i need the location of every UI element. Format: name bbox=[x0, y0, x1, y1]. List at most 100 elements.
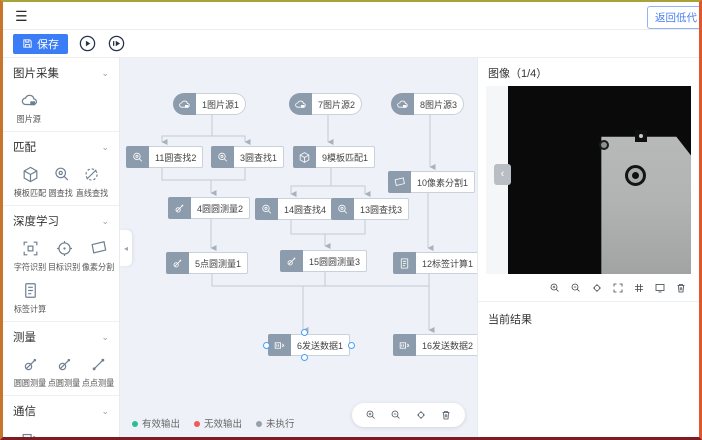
segment-icon bbox=[388, 171, 411, 193]
divider bbox=[3, 131, 119, 132]
flow-node-circle-find-2[interactable]: 11圆查找2 bbox=[126, 146, 204, 168]
sidebar-item-label-calc[interactable]: 标签计算 bbox=[13, 281, 47, 315]
module-sidebar: 图片采集 ⌄ 图片源 匹配 ⌄ 模板匹配 bbox=[3, 58, 120, 437]
section-title: 图片采集 bbox=[13, 68, 59, 80]
item-label: 标签计算 bbox=[13, 304, 47, 314]
zoom-out-icon[interactable] bbox=[570, 282, 582, 294]
prev-image-button[interactable]: ‹ bbox=[494, 164, 511, 185]
node-label: 14圆查找4 bbox=[278, 198, 334, 220]
node-handle-left[interactable] bbox=[263, 342, 270, 349]
sidebar-item-pixel-segment[interactable]: 像素分割 bbox=[81, 239, 115, 273]
item-label: 字符识别 bbox=[13, 262, 47, 272]
sidebar-item-line-find[interactable]: 直线查找 bbox=[75, 165, 109, 199]
item-label: 直线查找 bbox=[75, 188, 109, 198]
section-deep-learning[interactable]: 深度学习 ⌄ bbox=[13, 213, 109, 229]
node-label: 11圆查找2 bbox=[149, 146, 204, 168]
fit-view-icon[interactable] bbox=[654, 282, 666, 294]
target-icon bbox=[55, 239, 74, 258]
flow-node-image-source-1[interactable]: 1图片源1 bbox=[173, 93, 247, 115]
sidebar-item-ocr[interactable]: 字符识别 bbox=[13, 239, 47, 273]
zoom-out-icon[interactable] bbox=[390, 409, 402, 421]
flow-node-send-data-1-selected[interactable]: 6发送数据1 bbox=[263, 329, 356, 361]
flow-node-template-match-1[interactable]: 9模板匹配1 bbox=[293, 146, 376, 168]
sidebar-collapse-handle[interactable]: ◂ bbox=[120, 230, 132, 266]
status-legend: 有效输出 无效输出 未执行 bbox=[132, 416, 295, 430]
flow-node-circle-circle-measure-3[interactable]: 15圆圆测量3 bbox=[280, 250, 368, 272]
node-handle-top[interactable] bbox=[301, 329, 308, 336]
save-button[interactable]: 保存 bbox=[13, 33, 68, 54]
sidebar-item-template-match[interactable]: 模板匹配 bbox=[13, 165, 47, 199]
sidebar-item-object-detect[interactable]: 目标识别 bbox=[47, 239, 81, 273]
flow-node-label-calc-1[interactable]: 12标签计算1 bbox=[393, 252, 477, 274]
current-result-title: 当前结果 bbox=[488, 314, 532, 326]
sidebar-item-circle-circle-measure[interactable]: 圆圆测量 bbox=[13, 355, 47, 389]
flow-node-image-source-3[interactable]: 8图片源3 bbox=[391, 93, 465, 115]
circle-search-icon bbox=[211, 146, 234, 168]
top-bar: ☰ 返回低代 bbox=[3, 2, 699, 30]
sidebar-item-point-circle-measure[interactable]: 点圆测量 bbox=[47, 355, 81, 389]
item-label: 圆查找 bbox=[48, 188, 74, 198]
flow-canvas[interactable]: 1图片源1 7图片源2 8图片源3 11圆查找2 3圆查找1 9模板匹配1 bbox=[120, 58, 477, 437]
trash-icon[interactable] bbox=[440, 409, 452, 421]
section-image-acquisition[interactable]: 图片采集 ⌄ bbox=[13, 65, 109, 81]
document-icon bbox=[21, 281, 40, 300]
legend-pending: 未执行 bbox=[256, 416, 295, 430]
fullscreen-icon[interactable] bbox=[612, 282, 624, 294]
flow-node-circle-find-3[interactable]: 13圆查找3 bbox=[331, 198, 410, 220]
chevron-down-icon: ⌄ bbox=[101, 67, 109, 78]
item-label: 点圆测量 bbox=[47, 378, 81, 388]
run-once-button[interactable] bbox=[107, 34, 126, 53]
flow-node-image-source-2[interactable]: 7图片源2 bbox=[289, 93, 363, 115]
run-toolbar: 保存 bbox=[3, 30, 699, 58]
result-panel: 图像（1/4） ‹ 当前结果 bbox=[477, 58, 699, 437]
locate-icon[interactable] bbox=[591, 282, 603, 294]
node-handle-right[interactable] bbox=[348, 342, 356, 349]
section-title: 测量 bbox=[13, 332, 36, 344]
back-to-lowcode-button[interactable]: 返回低代 bbox=[647, 6, 699, 29]
flow-node-point-circle-measure-1[interactable]: 5点圆测量1 bbox=[166, 252, 249, 274]
cloud-image-icon bbox=[20, 91, 39, 110]
segment-icon bbox=[89, 239, 108, 258]
divider bbox=[3, 395, 119, 396]
section-communication[interactable]: 通信 ⌄ bbox=[13, 403, 109, 419]
trash-icon[interactable] bbox=[675, 282, 687, 294]
circle-search-icon bbox=[52, 165, 71, 184]
grid-icon[interactable] bbox=[633, 282, 645, 294]
fiducial-mark bbox=[635, 130, 647, 142]
measure-icon bbox=[280, 250, 303, 272]
section-measurement[interactable]: 测量 ⌄ bbox=[13, 329, 109, 345]
chevron-down-icon: ⌄ bbox=[101, 215, 109, 226]
flow-node-circle-find-4[interactable]: 14圆查找4 bbox=[255, 198, 334, 220]
zoom-in-icon[interactable] bbox=[365, 409, 377, 421]
flow-node-pixel-segment-1[interactable]: 10像素分割1 bbox=[388, 171, 476, 193]
item-label: 目标识别 bbox=[47, 262, 81, 272]
flow-node-circle-find-1[interactable]: 3圆查找1 bbox=[211, 146, 285, 168]
section-title: 深度学习 bbox=[13, 216, 59, 228]
divider bbox=[3, 205, 119, 206]
zoom-in-icon[interactable] bbox=[549, 282, 561, 294]
sidebar-item-circle-find[interactable]: 圆查找 bbox=[47, 165, 75, 199]
flow-node-circle-circle-measure-2[interactable]: 4圆圆测量2 bbox=[168, 197, 251, 219]
divider bbox=[478, 301, 699, 302]
circle-search-icon bbox=[255, 198, 278, 220]
section-matching[interactable]: 匹配 ⌄ bbox=[13, 139, 109, 155]
item-label: 模板匹配 bbox=[13, 188, 47, 198]
node-handle-bottom[interactable] bbox=[301, 354, 308, 361]
section-title: 通信 bbox=[13, 406, 36, 418]
sidebar-item-point-point-measure[interactable]: 点点测量 bbox=[81, 355, 115, 389]
menu-icon[interactable]: ☰ bbox=[15, 7, 28, 24]
flow-node-send-data-2[interactable]: 16发送数据2 bbox=[393, 334, 477, 356]
chevron-down-icon: ⌄ bbox=[101, 141, 109, 152]
locate-icon[interactable] bbox=[415, 409, 427, 421]
node-label: 4圆圆测量2 bbox=[191, 197, 251, 219]
run-button[interactable] bbox=[78, 34, 97, 53]
ocr-icon bbox=[21, 239, 40, 258]
sidebar-item-image-source[interactable]: 图片源 bbox=[13, 91, 45, 125]
legend-valid: 有效输出 bbox=[132, 416, 180, 430]
camera-image bbox=[508, 86, 691, 274]
sidebar-item-send-data[interactable] bbox=[13, 429, 45, 437]
send-data-icon bbox=[20, 429, 39, 437]
point-point-icon bbox=[89, 355, 108, 374]
measure-icon bbox=[55, 355, 74, 374]
save-label: 保存 bbox=[37, 38, 59, 51]
